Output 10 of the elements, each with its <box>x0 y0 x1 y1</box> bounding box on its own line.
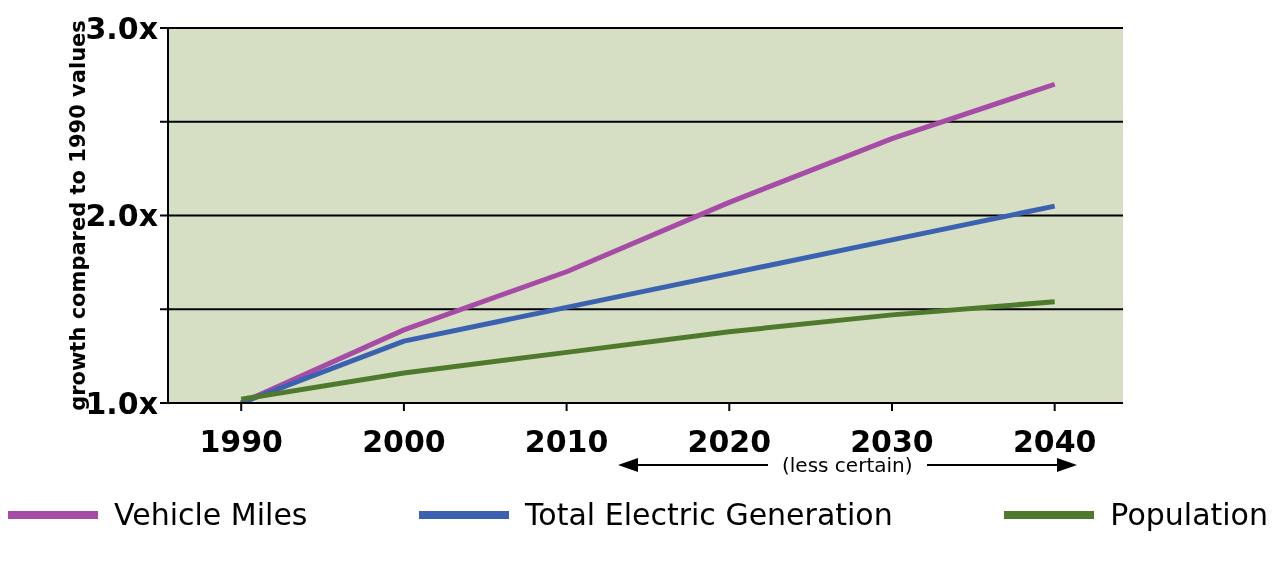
x-tick-label: 2000 <box>362 424 446 460</box>
y-tick-label: 2.0x <box>85 198 158 234</box>
legend-label: Population <box>1110 497 1268 532</box>
legend-label: Total Electric Generation <box>525 497 893 532</box>
text: (less certain) <box>782 453 913 477</box>
legend-label: Vehicle Miles <box>114 497 308 532</box>
x-tick-label: 1990 <box>199 424 283 460</box>
x-tick-label: 2010 <box>524 424 609 460</box>
x-tick-label: 2040 <box>1012 424 1097 460</box>
x-tick-label: 2020 <box>687 424 772 460</box>
